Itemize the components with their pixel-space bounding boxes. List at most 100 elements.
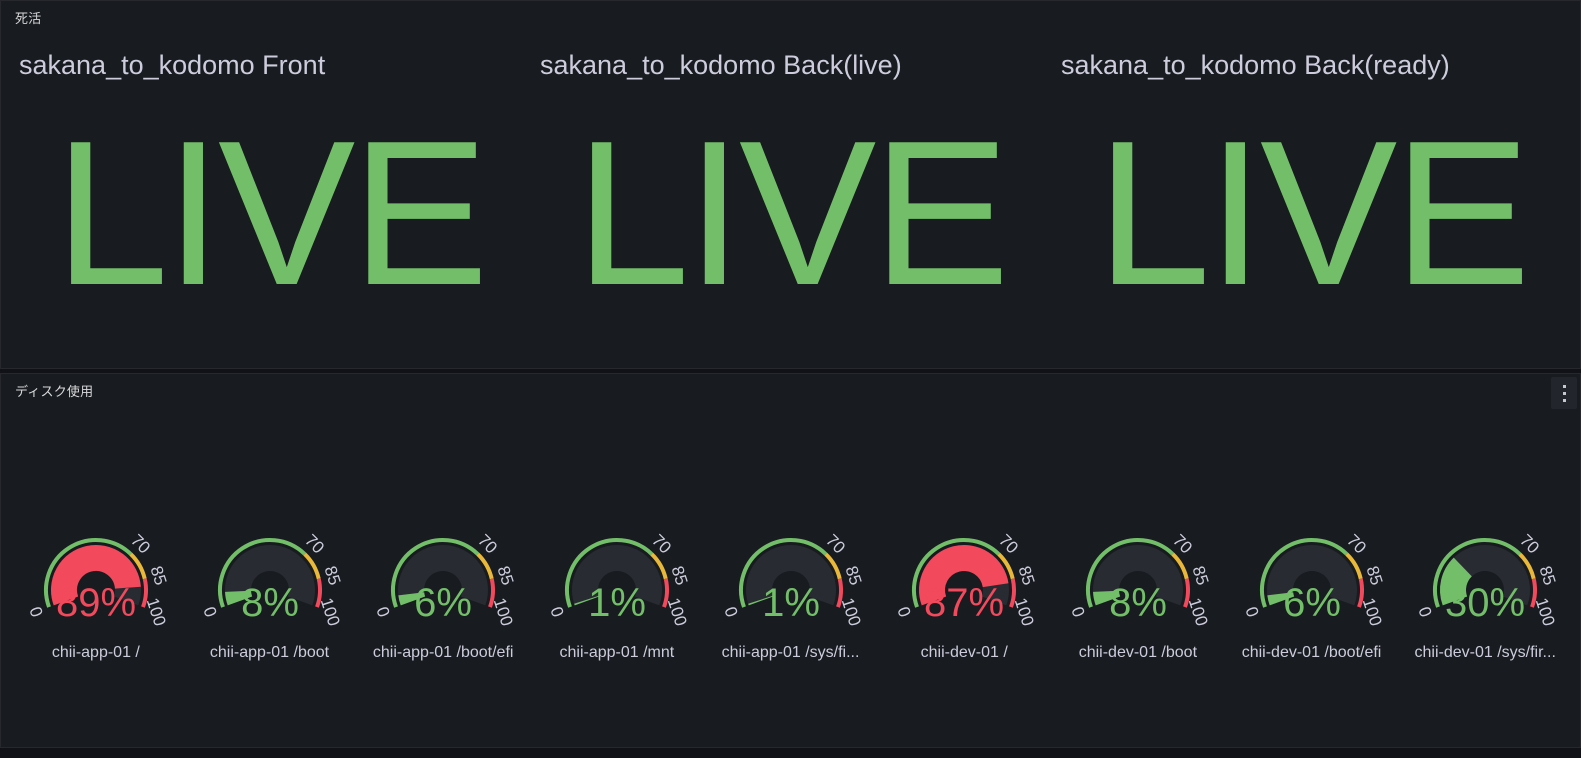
- gauge-track-arc: [745, 545, 836, 606]
- gauge-tick-label: 0: [546, 604, 567, 619]
- gauge-tick-label: 0: [199, 604, 220, 619]
- gauge-track-arc: [1266, 545, 1357, 606]
- disk-gauges-row: 0 70 85 100 89% chii-app-01 /0 70 85 100 8% chii-a…: [9, 406, 1572, 662]
- gauge-value-arc: [398, 591, 426, 606]
- gauge-panel: 0 70 85 100 8% chii-app-01 /boot: [183, 516, 357, 662]
- gauge-threshold-ring-ok: [43, 538, 132, 608]
- stat-value: LIVE: [575, 97, 1010, 328]
- gauge-series-name: chii-dev-01 /boot: [1078, 644, 1198, 661]
- gauge-panel: 0 70 85 100 8% chii-dev-01 /boot: [1051, 516, 1225, 662]
- gauge-series-name: chii-app-01 /mnt: [559, 644, 675, 661]
- panel-menu-button[interactable]: [1551, 377, 1577, 409]
- gauge-track-arc: [398, 545, 489, 606]
- panel-disk-usage: ディスク使用 0 70 85 100 89% chii-app-01 /0 70 85 100 8…: [0, 373, 1581, 748]
- gauge-threshold-ring-warning: [1171, 552, 1189, 580]
- panel-title-liveness[interactable]: 死活: [15, 10, 42, 26]
- gauge-threshold-ring-critical: [1182, 578, 1190, 608]
- gauge-threshold-ring-critical: [314, 578, 322, 608]
- gauge-tick-label: 100: [143, 595, 170, 628]
- gauge-threshold-ring-critical: [1009, 578, 1017, 608]
- gauge-tick-label: 85: [1015, 564, 1039, 588]
- gauge-series-name: chii-dev-01 /boot/efi: [1241, 644, 1382, 661]
- stat-value: LIVE: [1096, 97, 1531, 328]
- gauge-threshold-ring-ok: [1433, 538, 1522, 608]
- gauge-threshold-ring-critical: [1356, 578, 1364, 608]
- stat-panel: sakana_to_kodomo Back(live) LIVE: [530, 33, 1051, 360]
- gauge-value-text: 6%: [1283, 581, 1341, 625]
- panel-title-disk-usage[interactable]: ディスク使用: [15, 383, 94, 399]
- gauge-tick-label: 100: [490, 595, 517, 628]
- gauge-track-arc: [571, 545, 662, 606]
- gauge-tick-label: 0: [894, 604, 915, 619]
- gauge-panel: 0 70 85 100 89% chii-app-01 /: [9, 516, 183, 662]
- gauge-series-name: chii-app-01 /boot: [209, 644, 330, 661]
- gauge-panel: 0 70 85 100 1% chii-app-01 /mnt: [530, 516, 704, 662]
- gauge-threshold-ring-critical: [835, 578, 843, 608]
- gauge-threshold-ring-warning: [1518, 552, 1536, 580]
- gauge-value-arc: [919, 545, 1009, 606]
- kebab-menu-icon: [1562, 384, 1566, 402]
- gauge-series-name: chii-app-01 /boot/efi: [372, 644, 514, 661]
- gauge-value-text: 8%: [1109, 581, 1167, 625]
- gauge-panel: 0 70 85 100 1% chii-app-01 /sys/fi...: [704, 516, 878, 662]
- gauge-panel: 0 70 85 100 87% chii-dev-01 /: [877, 516, 1051, 662]
- gauge-value-text: 6%: [414, 581, 472, 625]
- gauge-value-arc: [50, 545, 141, 606]
- panel-liveness: 死活 sakana_to_kodomo Front LIVE sakana_to_k…: [0, 0, 1581, 369]
- gauge-tick-label: 0: [25, 604, 46, 619]
- gauge-tick-label: 100: [1358, 595, 1385, 628]
- gauge-threshold-ring-ok: [564, 538, 653, 608]
- gauge-tick-label: 85: [494, 564, 518, 588]
- panel-header-liveness: 死活: [1, 1, 1580, 33]
- gauge-series-name: chii-app-01 /: [51, 644, 140, 661]
- gauge-series-name: chii-app-01 /sys/fi...: [721, 644, 860, 661]
- gauge-value-text: 89%: [56, 581, 136, 625]
- gauge-threshold-ring-ok: [1259, 538, 1348, 608]
- gauge-value-text: 87%: [924, 581, 1004, 625]
- gauge-value-arc: [1092, 590, 1121, 606]
- gauge-tick-label: 0: [720, 604, 741, 619]
- gauge-value-text: 1%: [588, 581, 646, 625]
- gauge-threshold-ring-ok: [217, 538, 306, 608]
- gauge-threshold-ring-ok: [391, 538, 480, 608]
- gauge-threshold-ring-ok: [738, 538, 827, 608]
- gauge-series-name: chii-dev-01 /: [920, 644, 1008, 661]
- gauge-tick-label: 85: [1536, 564, 1560, 588]
- gauge-value-arc: [1266, 591, 1294, 606]
- gauge-panel: 0 70 85 100 6% chii-app-01 /boot/efi: [356, 516, 530, 662]
- gauge-tick-label: 85: [146, 564, 170, 588]
- panel-header-disk-usage: ディスク使用: [1, 374, 1580, 409]
- gauge-tick-label: 0: [1415, 604, 1436, 619]
- gauge-tick-label: 85: [841, 564, 865, 588]
- gauge-value-text: 8%: [241, 581, 299, 625]
- gauge-tick-label: 100: [1011, 595, 1038, 628]
- gauge-tick-label: 85: [1362, 564, 1386, 588]
- gauge-threshold-ring-critical: [140, 578, 148, 608]
- gauge-tick-label: 0: [1067, 604, 1088, 619]
- gauge-panel: 0 70 85 100 6% chii-dev-01 /boot/efi: [1225, 516, 1399, 662]
- stat-value: LIVE: [54, 97, 489, 328]
- gauge-threshold-ring-critical: [1530, 578, 1538, 608]
- gauge-threshold-ring-warning: [823, 552, 842, 580]
- gauge-threshold-ring-warning: [997, 552, 1015, 580]
- stat-panel-title: sakana_to_kodomo Back(live): [540, 50, 902, 80]
- gauge-threshold-ring-warning: [129, 552, 147, 580]
- gauge-threshold-ring-warning: [650, 552, 668, 580]
- gauge-threshold-ring-warning: [1344, 552, 1363, 580]
- stat-panel-title: sakana_to_kodomo Back(ready): [1061, 50, 1450, 80]
- gauge-tick-label: 85: [1188, 564, 1212, 588]
- gauge-tick-label: 0: [373, 604, 394, 619]
- gauge-value-arc: [1440, 557, 1473, 606]
- gauge-value-text: 30%: [1445, 581, 1525, 625]
- gauge-tick-label: 100: [837, 595, 864, 628]
- gauge-track-arc: [224, 545, 315, 606]
- gauge-value-text: 1%: [762, 581, 820, 625]
